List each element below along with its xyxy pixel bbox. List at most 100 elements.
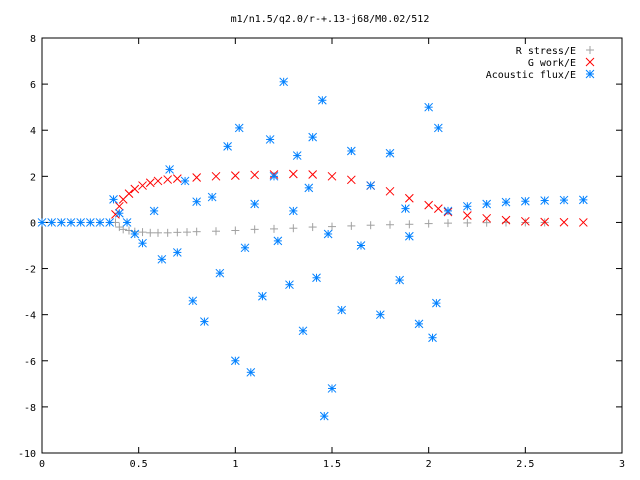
x-tick-label: 3 bbox=[619, 459, 625, 470]
data-point bbox=[172, 174, 182, 183]
data-point bbox=[520, 216, 530, 226]
data-point bbox=[521, 218, 530, 227]
data-point bbox=[346, 146, 356, 156]
series-layer bbox=[37, 77, 588, 421]
data-point bbox=[250, 199, 260, 209]
data-point bbox=[375, 310, 385, 320]
data-point bbox=[428, 333, 437, 343]
data-point bbox=[153, 176, 163, 186]
series-3 bbox=[37, 77, 588, 421]
data-point bbox=[163, 175, 173, 184]
data-point bbox=[308, 132, 318, 142]
data-point bbox=[462, 211, 472, 220]
data-point bbox=[172, 248, 182, 257]
data-point bbox=[207, 192, 217, 202]
data-point bbox=[424, 102, 434, 112]
data-point bbox=[154, 228, 162, 237]
data-point bbox=[138, 238, 147, 248]
data-point bbox=[347, 221, 356, 230]
data-point bbox=[385, 148, 395, 158]
axes: 0 0.5 1 1.5 2 2.5 3 -10 -8 -6 -4 -2 0 2 4 6 8 bbox=[18, 34, 625, 470]
data-point bbox=[192, 173, 202, 182]
data-point bbox=[366, 181, 376, 190]
data-point bbox=[124, 189, 134, 198]
data-point bbox=[424, 219, 433, 228]
x-tick-label: 2 bbox=[426, 459, 432, 470]
data-point bbox=[462, 201, 472, 211]
data-point bbox=[401, 204, 410, 213]
data-point bbox=[540, 196, 550, 205]
data-point bbox=[173, 228, 182, 237]
data-point bbox=[520, 196, 530, 206]
data-point bbox=[215, 268, 225, 278]
data-point bbox=[319, 411, 329, 421]
data-point bbox=[145, 178, 155, 188]
data-point bbox=[163, 228, 172, 237]
data-point bbox=[366, 221, 375, 230]
legend-label: G work/E bbox=[528, 58, 576, 69]
data-point bbox=[279, 77, 289, 87]
data-point bbox=[292, 151, 302, 160]
y-tick-label: 0 bbox=[30, 218, 36, 229]
data-point bbox=[180, 176, 190, 186]
legend-label: Acoustic flux/E bbox=[486, 70, 576, 81]
data-point bbox=[183, 228, 191, 237]
data-point bbox=[317, 95, 327, 105]
data-point bbox=[308, 170, 318, 179]
data-point bbox=[149, 206, 159, 216]
data-point bbox=[192, 227, 201, 236]
data-point bbox=[250, 170, 260, 180]
y-tick-label: -8 bbox=[24, 403, 36, 414]
data-point bbox=[76, 218, 86, 227]
data-point bbox=[578, 195, 588, 205]
data-point bbox=[327, 171, 337, 181]
data-point bbox=[289, 224, 298, 233]
legend-marker bbox=[585, 69, 595, 79]
data-point bbox=[146, 228, 155, 237]
data-point bbox=[130, 184, 140, 194]
data-point bbox=[433, 123, 443, 133]
data-point bbox=[327, 384, 337, 393]
data-point bbox=[404, 193, 414, 203]
data-point bbox=[230, 171, 240, 180]
data-point bbox=[157, 254, 167, 264]
data-point bbox=[395, 275, 405, 285]
data-point bbox=[432, 298, 441, 308]
y-tick-label: 2 bbox=[30, 172, 36, 183]
data-point bbox=[119, 225, 128, 234]
data-point bbox=[240, 243, 250, 253]
data-point bbox=[444, 219, 452, 228]
data-point bbox=[414, 319, 424, 329]
data-point bbox=[211, 171, 221, 181]
data-point bbox=[122, 218, 132, 227]
data-point bbox=[288, 169, 298, 179]
data-point bbox=[230, 356, 240, 366]
y-tick-label: -10 bbox=[18, 449, 36, 460]
data-point bbox=[328, 222, 336, 231]
data-point bbox=[578, 218, 588, 227]
data-point bbox=[356, 241, 366, 250]
data-point bbox=[114, 208, 124, 218]
y-tick-label: 6 bbox=[30, 80, 36, 91]
data-point bbox=[323, 229, 333, 239]
legend-marker bbox=[585, 57, 595, 67]
data-point bbox=[270, 224, 278, 233]
data-point bbox=[443, 206, 453, 216]
data-point bbox=[501, 215, 511, 225]
data-point bbox=[114, 201, 124, 211]
data-point bbox=[337, 305, 347, 315]
x-tick-label: 0 bbox=[39, 459, 45, 470]
data-point bbox=[559, 217, 569, 227]
x-tick-label: 1 bbox=[232, 459, 238, 470]
data-point bbox=[540, 217, 550, 227]
data-point bbox=[231, 226, 240, 235]
x-tick-label: 1.5 bbox=[323, 459, 341, 470]
data-point bbox=[273, 236, 283, 246]
data-point bbox=[482, 199, 492, 209]
data-point bbox=[285, 280, 294, 290]
data-point bbox=[212, 227, 220, 236]
data-point bbox=[47, 218, 57, 227]
data-point bbox=[56, 218, 66, 227]
data-point bbox=[95, 218, 105, 227]
